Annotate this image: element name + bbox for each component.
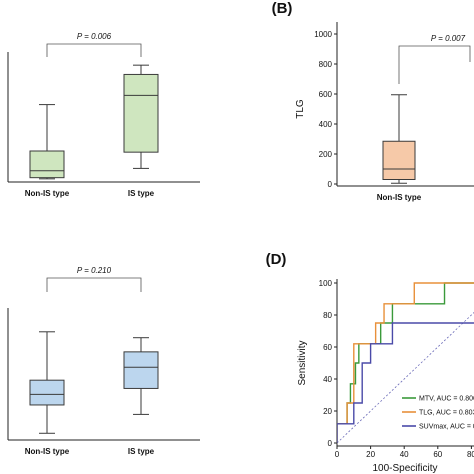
- panel-c-box-plot: Non-IS type IS type P = 0.210: [7, 266, 200, 456]
- x-tick-label: 40: [400, 450, 409, 459]
- y-tick-label: 80: [323, 311, 332, 320]
- iqr-box: [29, 150, 65, 179]
- y-tick-label: 0: [328, 180, 333, 189]
- iqr-box: [123, 351, 159, 389]
- x-axis-label: 100-Specificity: [372, 463, 437, 474]
- y-tick-label: 20: [323, 407, 332, 416]
- y-tick-label: 600: [319, 90, 333, 99]
- box-is-type: [123, 337, 159, 415]
- panel-b-box-plot: (B) 0 200 400 600 800 1000 TLG Non-IS type P = 0.…: [272, 0, 474, 202]
- y-tick-label: 200: [319, 150, 333, 159]
- category-label: Non-IS type: [25, 447, 70, 456]
- x-tick-label: 60: [433, 450, 442, 459]
- y-tick-label: 1000: [314, 30, 332, 39]
- panel-d-roc-plot: (D) 0 20 40 60 80 100 0 20 40 60 80 Sensitivity 100-S…: [266, 251, 474, 474]
- y-tick-label: 40: [323, 375, 332, 384]
- y-tick-label: 0: [328, 439, 333, 448]
- box-non-is-type: [29, 331, 65, 434]
- roc-curve-3: [337, 322, 474, 443]
- significance-bracket: [46, 277, 142, 292]
- category-label: IS type: [128, 447, 155, 456]
- p-value-label: P = 0.210: [77, 266, 112, 275]
- x-tick-label: 80: [467, 450, 474, 459]
- category-label: Non-IS type: [25, 189, 70, 198]
- significance-bracket: [398, 45, 471, 84]
- panel-label: (B): [272, 0, 293, 17]
- x-tick-label: 20: [366, 450, 375, 459]
- iqr-box: [382, 140, 416, 180]
- p-value-label: P = 0.007: [431, 34, 466, 43]
- legend-label-1: MTV, AUC = 0.806: [419, 396, 474, 403]
- panel-a-box-plot: Non-IS type IS type P = 0.006: [7, 32, 200, 198]
- iqr-box: [123, 73, 159, 153]
- category-label: IS type: [128, 189, 155, 198]
- legend-label-2: TLG, AUC = 0.803: [419, 410, 474, 417]
- p-value-label: P = 0.006: [77, 32, 112, 41]
- iqr-box: [29, 379, 65, 406]
- category-label: Non-IS type: [377, 193, 422, 202]
- legend-label-3: SUVmax, AUC = 0: [419, 424, 474, 431]
- box-non-is-type: [382, 94, 416, 184]
- box-is-type: [123, 64, 159, 169]
- y-axis-label: TLG: [295, 99, 306, 119]
- roc-curve-1: [337, 282, 474, 443]
- significance-bracket: [46, 43, 142, 57]
- reference-diagonal: [336, 311, 474, 444]
- y-tick-label: 400: [319, 120, 333, 129]
- y-axis-label: Sensitivity: [297, 340, 308, 385]
- y-tick-label: 800: [319, 60, 333, 69]
- box-non-is-type: [29, 104, 65, 180]
- y-tick-label: 60: [323, 343, 332, 352]
- y-tick-label: 100: [319, 279, 333, 288]
- x-tick-label: 0: [335, 450, 340, 459]
- panel-label: (D): [266, 251, 287, 268]
